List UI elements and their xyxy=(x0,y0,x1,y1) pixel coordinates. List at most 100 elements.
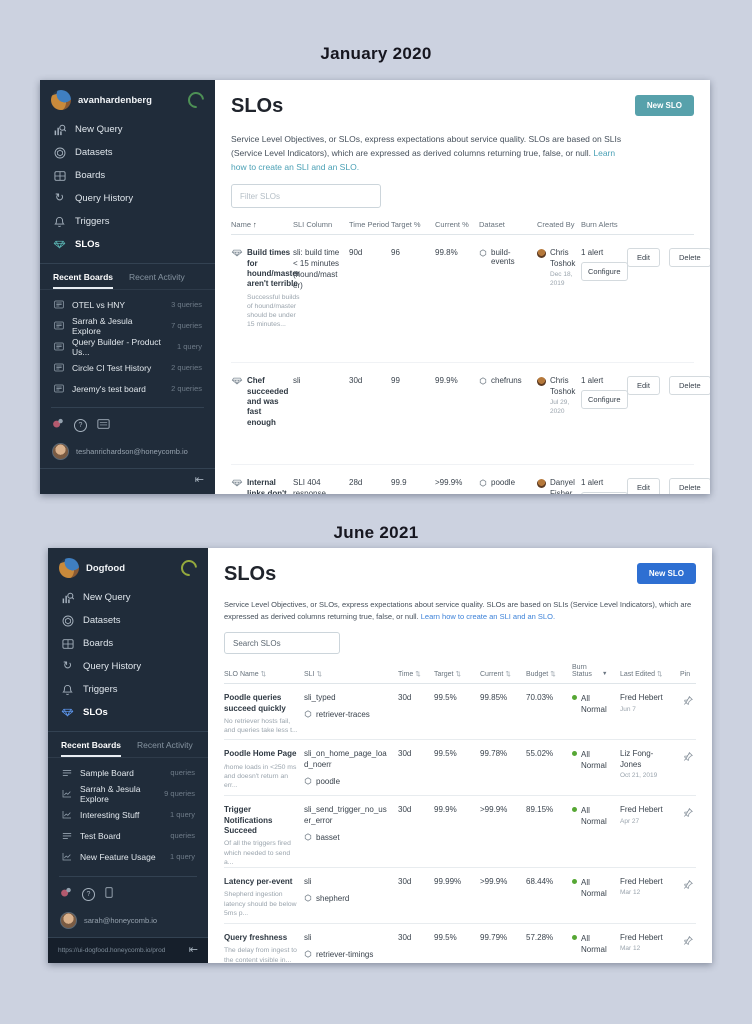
board-item[interactable]: New Feature Usage 1 query xyxy=(48,846,208,867)
account-row[interactable]: sarah@honeycomb.io xyxy=(48,908,208,937)
tab-recent-activity[interactable]: Recent Activity xyxy=(137,740,193,750)
board-item[interactable]: Jeremy's test board 2 queries xyxy=(40,378,215,399)
edit-button[interactable]: Edit xyxy=(627,376,660,396)
slo-name[interactable]: Poodle Home Page xyxy=(224,749,297,759)
slo-name[interactable]: Trigger Notifications Succeed xyxy=(224,805,273,836)
sidebar-item-query-history[interactable]: ↻ Query History xyxy=(62,660,142,673)
editor-name: Fred Hebert xyxy=(620,805,663,815)
dataset-name[interactable]: build-events xyxy=(491,248,515,267)
mobile-device-icon[interactable] xyxy=(105,885,113,903)
board-item[interactable]: Sarrah & Jesula Explore 9 queries xyxy=(48,783,208,804)
slo-name[interactable]: Internal links don't 404 xyxy=(247,478,287,494)
bee-chat-icon[interactable] xyxy=(60,885,72,903)
dataset-name[interactable]: retriever-traces xyxy=(316,710,370,720)
learn-link[interactable]: Learn how to create an SLI and an SLO. xyxy=(231,147,616,172)
status-dot-icon xyxy=(572,878,577,884)
sidebar-item-new-query[interactable]: New Query xyxy=(48,586,208,609)
bee-chat-icon[interactable] xyxy=(52,416,64,434)
pin-icon[interactable] xyxy=(680,933,696,963)
dataset-hexagon-icon xyxy=(304,710,312,722)
edited-date: Jun 7 xyxy=(620,705,636,713)
new-slo-button[interactable]: New SLO xyxy=(636,563,696,584)
pin-icon[interactable] xyxy=(680,805,696,867)
sidebar-item-new-query[interactable]: New Query xyxy=(40,118,215,141)
column-header-slo-name[interactable]: SLO Name ⇅ xyxy=(224,671,267,679)
dataset-name[interactable]: poodle xyxy=(316,776,341,786)
sidebar-item-slos[interactable]: SLOs xyxy=(40,233,215,256)
slo-name[interactable]: Build times for hound/master aren't terr… xyxy=(247,248,300,289)
column-header-name[interactable]: Name ↑ xyxy=(231,220,257,230)
board-item[interactable]: OTEL vs HNY 3 queries xyxy=(40,294,215,315)
learn-link[interactable]: Learn how to create an SLI and an SLO. xyxy=(420,612,556,622)
sidebar-item-boards[interactable]: Boards xyxy=(48,632,208,655)
sidebar-item-datasets[interactable]: Datasets xyxy=(48,609,208,632)
configure-button[interactable]: Configure xyxy=(581,390,628,410)
chart-icon xyxy=(61,810,72,819)
column-header-budget[interactable]: Budget ⇅ xyxy=(526,671,556,679)
slo-name[interactable]: Chef succeeded and was fast enough xyxy=(247,376,289,427)
column-header-target[interactable]: Target ⇅ xyxy=(434,671,461,679)
column-header-pin[interactable]: Pin xyxy=(680,671,691,679)
sidebar-item-slos[interactable]: SLOs xyxy=(48,701,208,724)
tab-recent-boards[interactable]: Recent Boards xyxy=(53,272,113,289)
board-item[interactable]: Test Board queries xyxy=(48,825,208,846)
slo-name[interactable]: Query freshness xyxy=(224,932,288,942)
datasets-icon xyxy=(53,147,66,159)
column-header-burn-alerts[interactable]: Burn Alerts xyxy=(581,220,618,230)
board-item[interactable]: Interesting Stuff 1 query xyxy=(48,804,208,825)
help-icon[interactable]: ? xyxy=(74,418,87,432)
pin-icon[interactable] xyxy=(680,749,696,795)
board-item[interactable]: Sample Board queries xyxy=(48,762,208,783)
dataset-name[interactable]: retriever-timings xyxy=(316,949,374,959)
delete-button[interactable]: Delete xyxy=(669,248,710,268)
edit-button[interactable]: Edit xyxy=(627,478,660,494)
sidebar-item-triggers[interactable]: Triggers xyxy=(48,678,208,701)
column-header-sli-column[interactable]: SLI Column xyxy=(293,220,333,230)
new-slo-button[interactable]: New SLO xyxy=(634,95,694,116)
edit-button[interactable]: Edit xyxy=(627,248,660,268)
query-count: 1 query xyxy=(169,810,195,819)
collapse-sidebar-icon[interactable]: ⇤ xyxy=(188,944,198,956)
sidebar-item-query-history[interactable]: ↻ Query History xyxy=(54,192,134,205)
board-item[interactable]: Sarrah & Jesula Explore 7 queries xyxy=(40,315,215,336)
slo-name[interactable]: Poodle queries succeed quickly xyxy=(224,693,286,713)
column-header-target[interactable]: Target % xyxy=(391,220,421,230)
column-header-burn-status[interactable]: Burn Status ▼ xyxy=(572,664,608,679)
filter-slos-input[interactable] xyxy=(231,184,381,209)
configure-button[interactable]: Configure xyxy=(581,262,628,282)
search-slos-input[interactable] xyxy=(224,632,340,655)
docs-card-icon[interactable] xyxy=(97,416,110,434)
configure-button[interactable]: Configure xyxy=(581,492,628,494)
recent-boards-list: Sample Board queries Sarrah & Jesula Exp… xyxy=(48,758,208,867)
sli-name: sli_typed xyxy=(304,693,336,703)
pin-icon[interactable] xyxy=(680,877,696,923)
column-header-current[interactable]: Current ⇅ xyxy=(480,671,511,679)
column-header-dataset[interactable]: Dataset xyxy=(479,220,505,230)
board-item[interactable]: Query Builder - Product Us... 1 query xyxy=(40,336,215,357)
column-header-last-edited[interactable]: Last Edited ⇅ xyxy=(620,671,663,679)
account-row[interactable]: teshanrichardson@honeycomb.io xyxy=(40,439,215,468)
sidebar-header: Dogfood xyxy=(48,548,208,586)
collapse-sidebar-icon[interactable]: ⇤ xyxy=(194,474,204,486)
tab-recent-activity[interactable]: Recent Activity xyxy=(129,272,185,282)
column-header-current[interactable]: Current % xyxy=(435,220,469,230)
dataset-name[interactable]: shepherd xyxy=(316,893,350,903)
query-count: 1 query xyxy=(176,342,202,351)
slo-name[interactable]: Latency per-event xyxy=(224,876,293,886)
sidebar-item-boards[interactable]: Boards xyxy=(40,164,215,187)
sidebar-item-datasets[interactable]: Datasets xyxy=(40,141,215,164)
column-header-created-by[interactable]: Created By xyxy=(537,220,575,230)
dataset-name[interactable]: chefruns xyxy=(491,376,522,386)
sidebar-item-triggers[interactable]: Triggers xyxy=(40,210,215,233)
delete-button[interactable]: Delete xyxy=(669,478,710,494)
column-header-sli[interactable]: SLI ⇅ xyxy=(304,671,322,679)
delete-button[interactable]: Delete xyxy=(669,376,710,396)
help-icon[interactable]: ? xyxy=(82,887,95,901)
column-header-time[interactable]: Time ⇅ xyxy=(398,671,421,679)
pin-icon[interactable] xyxy=(680,693,696,739)
tab-recent-boards[interactable]: Recent Boards xyxy=(61,740,121,757)
dataset-name[interactable]: poodle xyxy=(491,478,516,488)
column-header-time-period[interactable]: Time Period xyxy=(349,220,390,230)
dataset-name[interactable]: basset xyxy=(316,832,340,842)
board-item[interactable]: Circle CI Test History 2 queries xyxy=(40,357,215,378)
